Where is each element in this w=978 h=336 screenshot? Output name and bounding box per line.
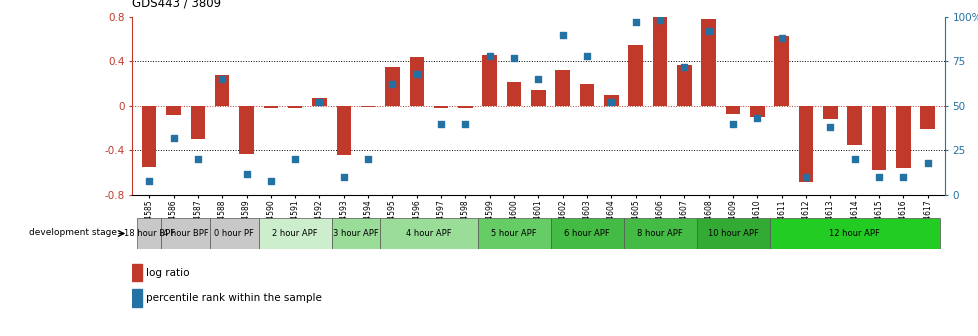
Point: [774, 36, 789, 41]
Bar: [214, 75, 229, 106]
Bar: [137, 218, 161, 249]
Bar: [895, 106, 910, 168]
Bar: [161, 218, 210, 249]
Bar: [409, 57, 423, 106]
Point: [579, 53, 595, 59]
Bar: [384, 67, 399, 106]
Point: [700, 28, 716, 34]
Point: [822, 125, 837, 130]
Bar: [531, 90, 545, 106]
Point: [603, 99, 619, 105]
Bar: [550, 218, 623, 249]
Point: [555, 32, 570, 37]
Bar: [132, 289, 142, 307]
Bar: [696, 218, 769, 249]
Point: [311, 99, 327, 105]
Point: [870, 174, 886, 180]
Bar: [477, 218, 550, 249]
Bar: [774, 36, 788, 106]
Bar: [822, 106, 837, 119]
Bar: [132, 264, 142, 282]
Bar: [870, 106, 885, 170]
Text: percentile rank within the sample: percentile rank within the sample: [146, 293, 322, 303]
Point: [263, 178, 279, 183]
Text: 5 hour APF: 5 hour APF: [491, 229, 536, 238]
Bar: [555, 70, 569, 106]
Point: [141, 178, 156, 183]
Bar: [288, 106, 302, 108]
Point: [360, 157, 376, 162]
Bar: [336, 106, 351, 155]
Bar: [263, 106, 278, 108]
Bar: [919, 106, 934, 129]
Point: [335, 174, 351, 180]
Bar: [191, 106, 205, 139]
Bar: [579, 84, 594, 106]
Bar: [312, 98, 327, 106]
Point: [627, 19, 643, 25]
Point: [676, 64, 691, 69]
Bar: [507, 82, 521, 106]
Point: [749, 116, 765, 121]
Text: 8 hour APF: 8 hour APF: [637, 229, 683, 238]
Bar: [677, 65, 691, 106]
Point: [797, 174, 813, 180]
Bar: [623, 218, 696, 249]
Bar: [210, 218, 258, 249]
Bar: [798, 106, 813, 181]
Point: [409, 71, 424, 77]
Bar: [433, 106, 448, 108]
Bar: [700, 19, 715, 106]
Bar: [361, 106, 376, 107]
Bar: [847, 106, 862, 145]
Point: [506, 55, 521, 60]
Point: [190, 157, 205, 162]
Point: [651, 18, 667, 23]
Point: [287, 157, 302, 162]
Point: [919, 160, 935, 166]
Text: 2 hour APF: 2 hour APF: [272, 229, 318, 238]
Bar: [239, 106, 253, 154]
Point: [239, 171, 254, 176]
Point: [846, 157, 862, 162]
Text: 0 hour PF: 0 hour PF: [214, 229, 254, 238]
Bar: [258, 218, 332, 249]
Bar: [166, 106, 181, 115]
Text: 3 hour APF: 3 hour APF: [333, 229, 378, 238]
Bar: [482, 55, 497, 106]
Text: 18 hour BPF: 18 hour BPF: [123, 229, 175, 238]
Text: log ratio: log ratio: [146, 268, 189, 278]
Bar: [332, 218, 379, 249]
Point: [530, 77, 546, 82]
Bar: [652, 17, 667, 106]
Text: development stage: development stage: [28, 227, 116, 237]
Bar: [628, 45, 643, 106]
Text: 6 hour APF: 6 hour APF: [563, 229, 609, 238]
Point: [895, 174, 911, 180]
Bar: [725, 106, 739, 114]
Point: [725, 121, 740, 126]
Point: [457, 121, 472, 126]
Point: [214, 77, 230, 82]
Bar: [769, 218, 939, 249]
Text: 4 hour APF: 4 hour APF: [406, 229, 451, 238]
Text: 10 hour APF: 10 hour APF: [707, 229, 758, 238]
Bar: [749, 106, 764, 117]
Point: [481, 53, 497, 59]
Point: [165, 135, 181, 140]
Bar: [458, 106, 472, 108]
Text: GDS443 / 3809: GDS443 / 3809: [132, 0, 221, 10]
Point: [433, 121, 449, 126]
Bar: [142, 106, 156, 167]
Bar: [379, 218, 477, 249]
Point: [384, 82, 400, 87]
Text: 4 hour BPF: 4 hour BPF: [162, 229, 208, 238]
Text: 12 hour APF: 12 hour APF: [828, 229, 879, 238]
Bar: [603, 95, 618, 106]
